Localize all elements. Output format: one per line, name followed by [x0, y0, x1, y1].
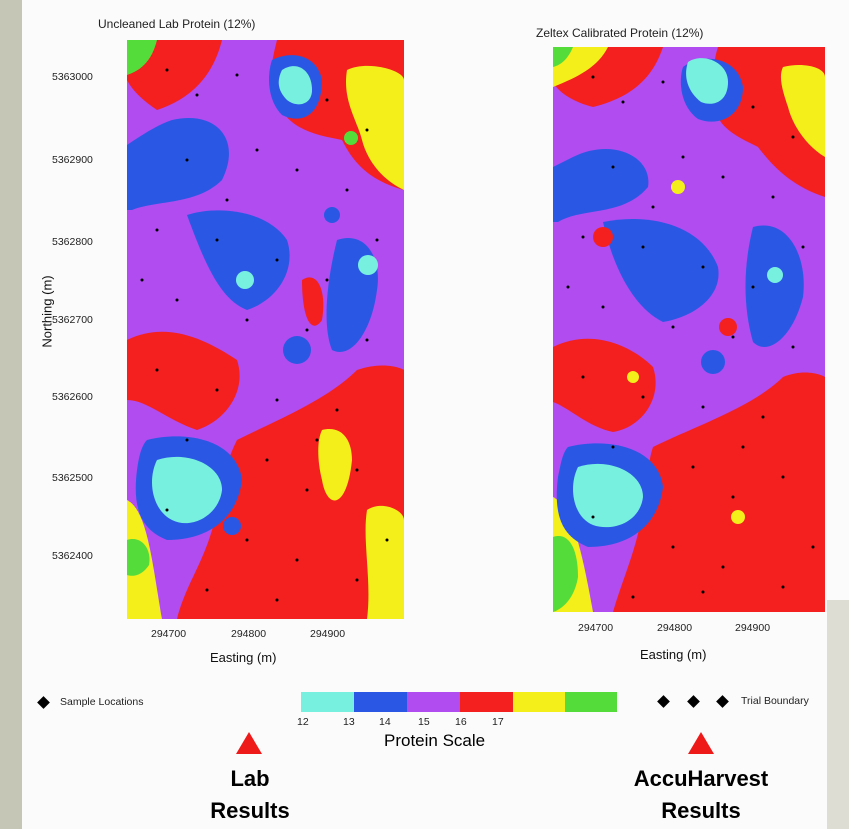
scale-swatch	[565, 692, 617, 712]
scale-swatch	[407, 692, 460, 712]
scale-tick: 13	[343, 716, 355, 728]
y-tick: 5362900	[52, 154, 93, 166]
x-tick: 294800	[657, 622, 693, 634]
protein-scale-title: Protein Scale	[384, 731, 486, 750]
trial-boundary-label: Trial Boundary	[741, 695, 809, 707]
x-tick: 294700	[151, 628, 187, 640]
scale-tick: 14	[379, 716, 391, 728]
lab-map-title: Uncleaned Lab Protein (12%)	[98, 17, 256, 31]
sample-locations-label: Sample Locations	[60, 696, 144, 708]
y-tick: 5362700	[52, 314, 93, 326]
lab-protein-map	[127, 40, 404, 619]
scale-tick: 15	[418, 716, 430, 728]
callout-line: AccuHarvest	[633, 766, 769, 791]
callout-line: Results	[210, 798, 290, 823]
scale-tick: 17	[492, 716, 504, 728]
y-tick: 5363000	[52, 71, 93, 83]
y-tick: 5362600	[52, 391, 93, 403]
scale-tick: 16	[455, 716, 467, 728]
x-tick: 294900	[310, 628, 346, 640]
y-tick: 5362800	[52, 236, 93, 248]
lab-x-axis-label: Easting (m)	[210, 650, 277, 665]
zeltex-map-title: Zeltex Calibrated Protein (12%)	[536, 26, 704, 40]
x-tick: 294900	[735, 622, 771, 634]
scale-swatch	[513, 692, 565, 712]
x-tick: 294800	[231, 628, 267, 640]
callout-line: Results	[661, 798, 741, 823]
lab-arrow-icon	[236, 732, 262, 754]
x-tick: 294700	[578, 622, 614, 634]
y-tick: 5362500	[52, 472, 93, 484]
zeltex-protein-map	[553, 47, 825, 612]
y-axis-label: Northing (m)	[39, 275, 55, 348]
zeltex-x-axis-label: Easting (m)	[640, 647, 707, 662]
y-tick: 5362400	[52, 550, 93, 562]
lab-results-callout: Lab Results	[190, 763, 310, 827]
scale-swatch	[354, 692, 407, 712]
scale-swatch	[460, 692, 513, 712]
accuharvest-results-callout: AccuHarvest Results	[601, 763, 801, 827]
scale-swatch	[301, 692, 354, 712]
protein-scale-bar	[301, 692, 617, 712]
scale-tick: 12	[297, 716, 309, 728]
callout-line: Lab	[230, 766, 270, 791]
accuharvest-arrow-icon	[688, 732, 714, 754]
